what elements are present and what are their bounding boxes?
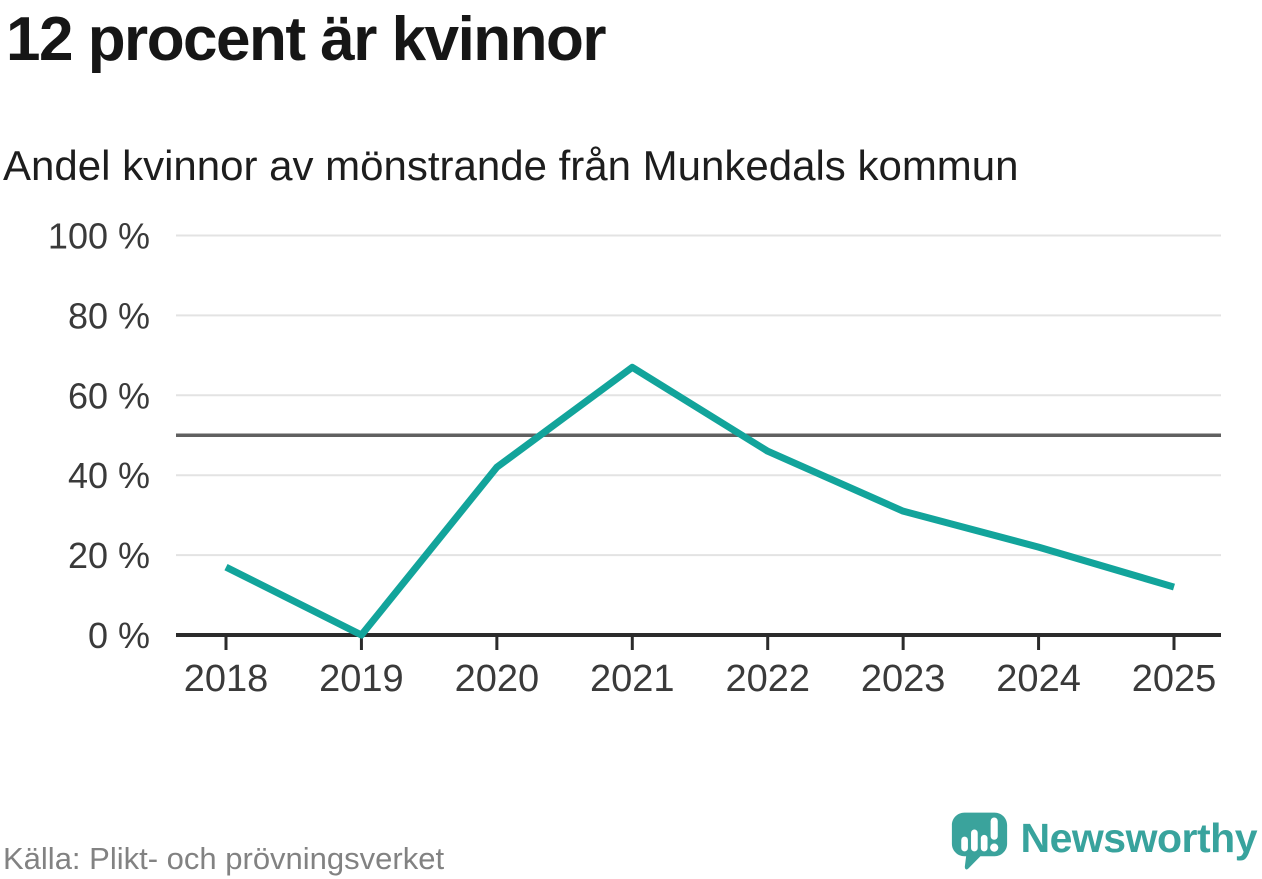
y-tick-label: 40 % xyxy=(68,455,150,496)
x-tick-label: 2020 xyxy=(455,658,540,700)
y-tick-label: 60 % xyxy=(68,375,150,416)
logo-bar-3 xyxy=(980,834,988,852)
logo-bar-1 xyxy=(960,836,968,852)
x-tick-label: 2023 xyxy=(861,658,946,700)
logo-exclamation-bar xyxy=(990,817,998,840)
chart-subtitle: Andel kvinnor av mönstrande från Munkeda… xyxy=(3,142,1019,189)
y-tick-label: 100 % xyxy=(48,216,150,257)
newsworthy-brand: Newsworthy xyxy=(1020,814,1258,861)
source-caption: Källa: Plikt- och prövningsverket xyxy=(3,841,445,876)
x-tick-label: 2022 xyxy=(725,658,810,700)
x-tick-label: 2024 xyxy=(996,658,1081,700)
y-tick-label: 20 % xyxy=(68,535,150,576)
y-tick-label: 0 % xyxy=(88,615,150,656)
x-tick-label: 2018 xyxy=(184,658,269,700)
x-tick-label: 2019 xyxy=(319,658,404,700)
newsworthy-logo: Newsworthy xyxy=(951,811,1258,873)
page-title: 12 procent är kvinnor xyxy=(6,5,607,74)
data-line xyxy=(224,363,1175,639)
x-tick-label: 2021 xyxy=(590,658,675,700)
logo-exclamation-dot xyxy=(989,843,998,852)
x-tick-label: 2025 xyxy=(1132,658,1217,700)
y-tick-label: 80 % xyxy=(68,295,150,336)
newsworthy-icon xyxy=(951,812,1007,870)
logo-bar-2 xyxy=(970,829,978,852)
logo-bubble xyxy=(951,812,1007,870)
